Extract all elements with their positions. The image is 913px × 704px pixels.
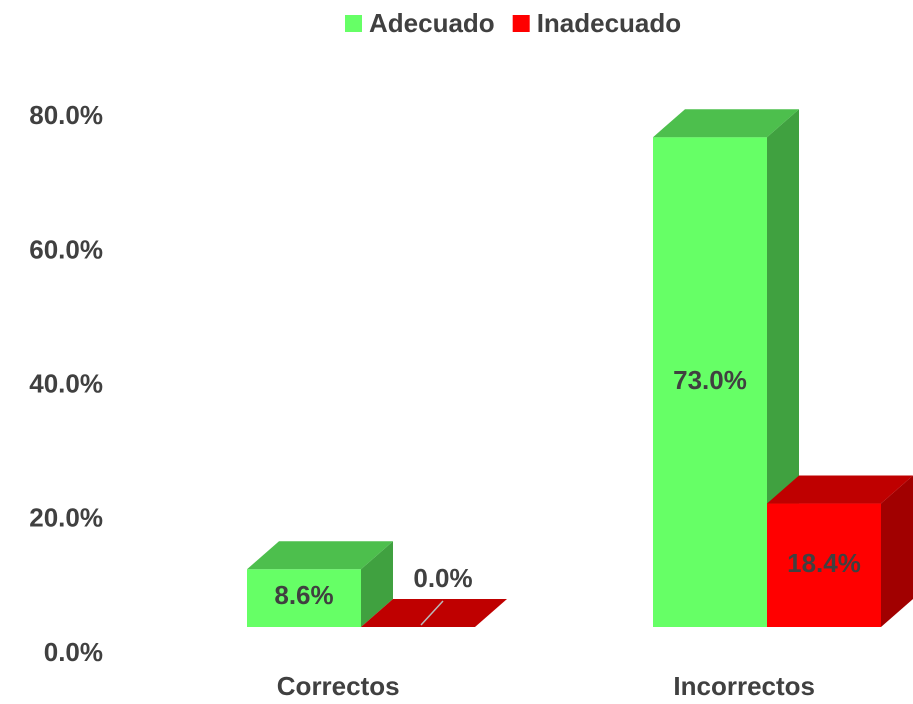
legend-swatch [345, 15, 362, 32]
x-tick-label: Incorrectos [673, 671, 815, 701]
bar-side [881, 475, 913, 627]
y-tick-label: 40.0% [29, 368, 103, 398]
legend-label: Inadecuado [537, 8, 681, 38]
x-tick-label: Correctos [277, 671, 400, 701]
bar-top [767, 475, 913, 504]
legend-swatch [512, 15, 530, 32]
y-tick-label: 20.0% [29, 503, 103, 533]
value-label: 0.0% [413, 563, 472, 593]
bar [247, 569, 361, 627]
bar-top [653, 109, 799, 138]
value-label: 73.0% [673, 365, 747, 395]
value-label: 18.4% [787, 548, 861, 578]
bar-top [361, 599, 507, 627]
y-tick-label: 0.0% [44, 637, 103, 667]
value-label: 8.6% [274, 580, 333, 610]
bar [767, 503, 881, 627]
bar [653, 137, 767, 627]
bar-side [361, 541, 393, 627]
bar-top [247, 541, 393, 570]
leader-line [420, 600, 444, 626]
y-tick-label: 80.0% [29, 100, 103, 130]
y-tick-label: 60.0% [29, 234, 103, 264]
legend-label: Adecuado [369, 8, 495, 38]
